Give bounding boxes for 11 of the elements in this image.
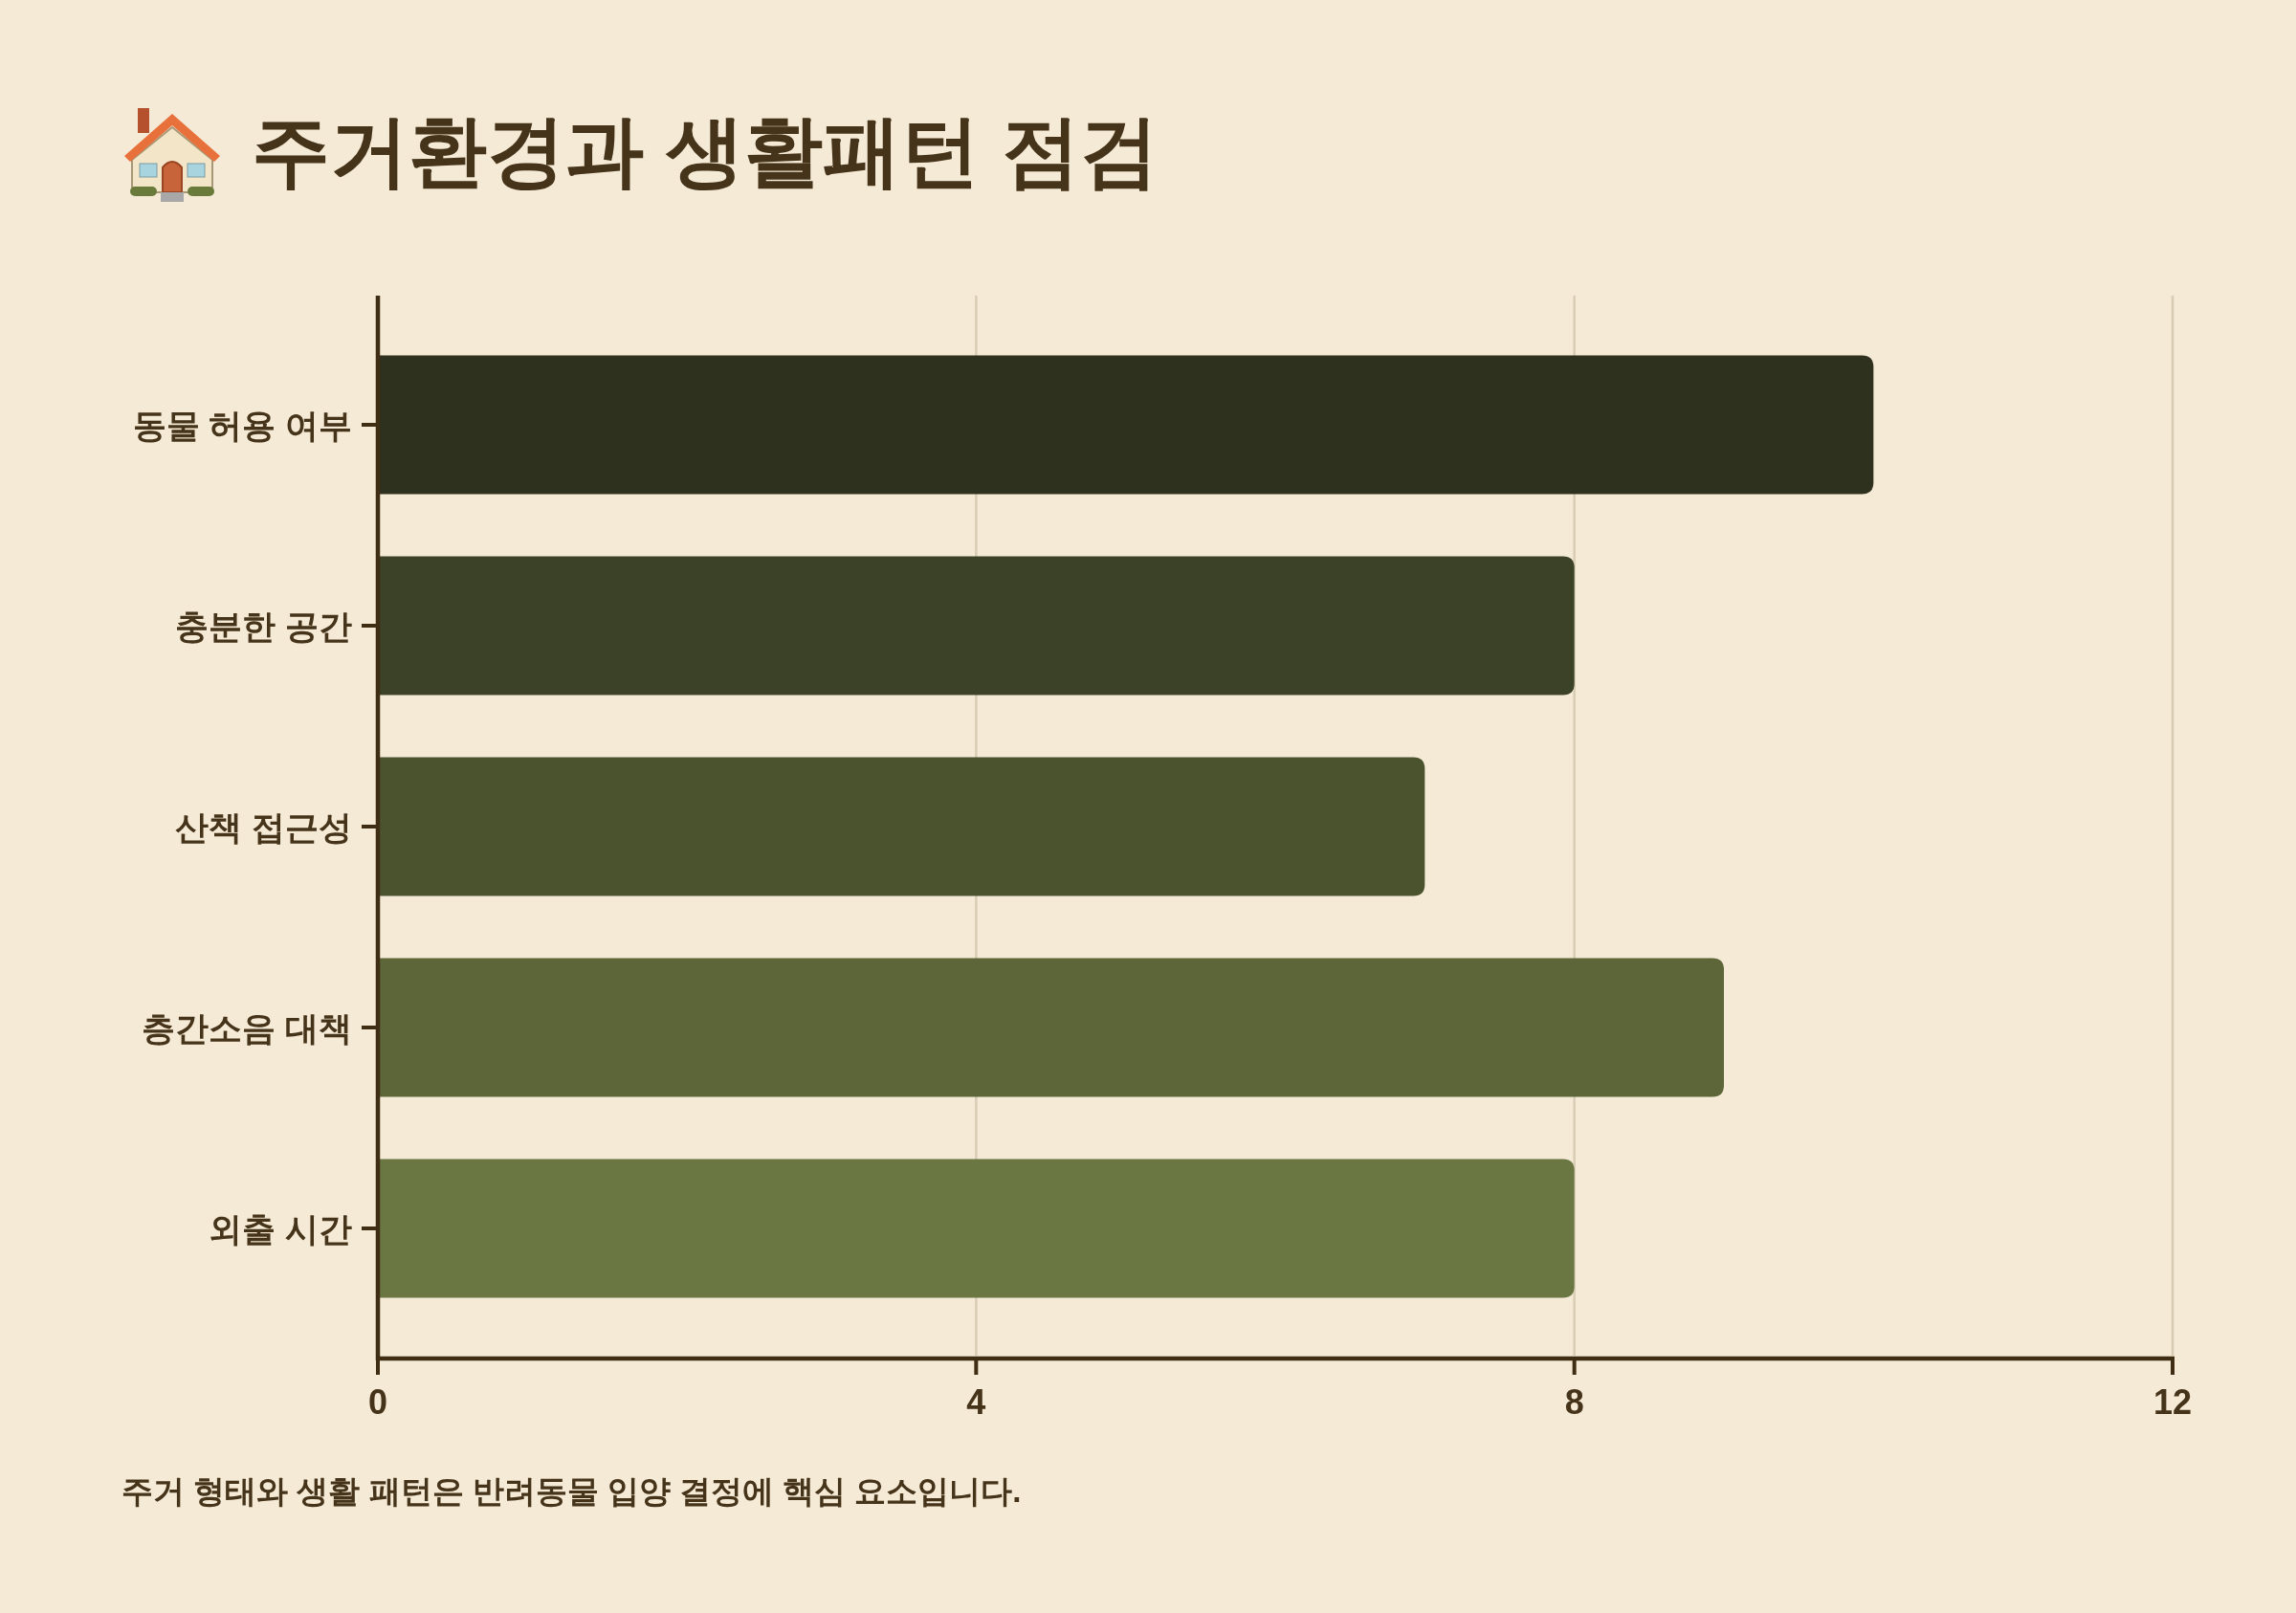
x-tick-label: 12 — [2153, 1382, 2192, 1422]
x-tick-label: 0 — [368, 1382, 387, 1422]
annotation: 주거 형태와 생활 패턴은 반려동물 입양 결정에 핵심 요소입니다. — [121, 1473, 1022, 1509]
y-tick-label: 외출 시간 — [209, 1209, 352, 1248]
x-tick-label: 8 — [1564, 1382, 1584, 1422]
y-tick-label: 충분한 공간 — [175, 607, 352, 645]
y-tick-label: 산책 접근성 — [175, 807, 352, 846]
chart-title: 주거환경과 생활패턴 점검 — [252, 107, 1159, 194]
x-tick-label: 4 — [966, 1382, 986, 1422]
y-tick-label: 층간소음 대책 — [142, 1008, 352, 1047]
y-tick-label: 동물 허용 여부 — [132, 406, 352, 444]
